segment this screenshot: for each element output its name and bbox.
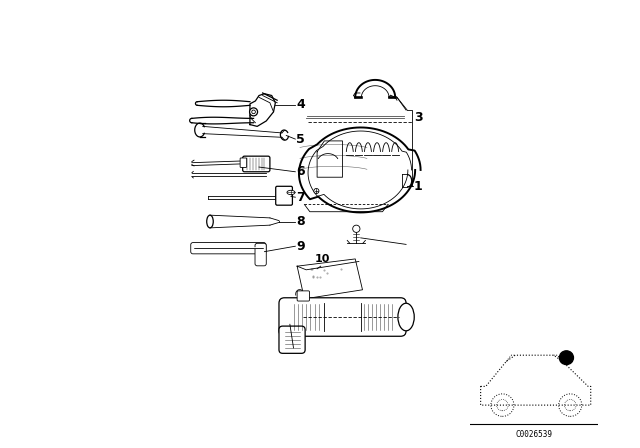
- Ellipse shape: [207, 215, 213, 228]
- FancyBboxPatch shape: [279, 298, 406, 336]
- Polygon shape: [210, 215, 270, 228]
- Polygon shape: [250, 94, 275, 126]
- Text: 11: 11: [291, 318, 307, 331]
- Text: 7: 7: [296, 191, 305, 204]
- Circle shape: [559, 351, 573, 365]
- FancyBboxPatch shape: [191, 242, 266, 254]
- FancyBboxPatch shape: [297, 291, 310, 301]
- Text: 8: 8: [296, 215, 305, 228]
- Text: 1: 1: [414, 180, 423, 193]
- Text: 3: 3: [414, 111, 422, 124]
- Circle shape: [252, 110, 255, 114]
- FancyBboxPatch shape: [243, 156, 270, 172]
- FancyBboxPatch shape: [279, 326, 305, 353]
- Text: 6: 6: [296, 165, 305, 178]
- Circle shape: [250, 108, 257, 116]
- Polygon shape: [297, 259, 362, 299]
- Text: 10: 10: [314, 254, 330, 263]
- Polygon shape: [203, 126, 282, 137]
- Ellipse shape: [398, 303, 414, 331]
- Text: 9: 9: [296, 240, 305, 253]
- Circle shape: [353, 225, 360, 233]
- FancyBboxPatch shape: [240, 158, 246, 168]
- Text: 5: 5: [296, 133, 305, 146]
- Text: C0026539: C0026539: [516, 430, 553, 439]
- FancyBboxPatch shape: [255, 243, 266, 266]
- FancyBboxPatch shape: [276, 186, 292, 205]
- Circle shape: [314, 189, 319, 194]
- Text: C: C: [402, 311, 406, 320]
- Text: 4: 4: [296, 98, 305, 111]
- Ellipse shape: [287, 190, 295, 194]
